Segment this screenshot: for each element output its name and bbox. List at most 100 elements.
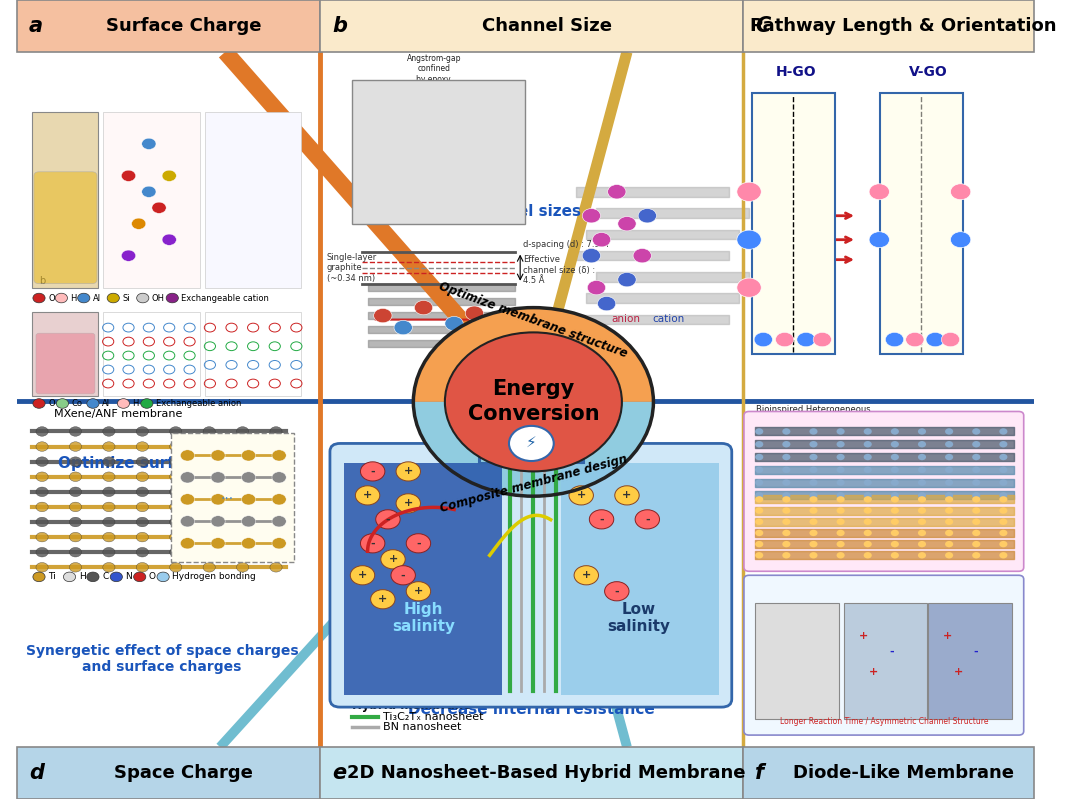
- Circle shape: [782, 507, 791, 514]
- Circle shape: [999, 552, 1008, 559]
- Circle shape: [180, 538, 194, 549]
- Circle shape: [972, 428, 981, 435]
- Circle shape: [918, 492, 926, 499]
- Bar: [755, 603, 838, 719]
- FancyBboxPatch shape: [744, 575, 1024, 735]
- Circle shape: [755, 454, 764, 460]
- Circle shape: [69, 427, 82, 436]
- Circle shape: [782, 552, 791, 559]
- Circle shape: [918, 507, 926, 514]
- Circle shape: [242, 494, 256, 505]
- Circle shape: [869, 232, 890, 248]
- Circle shape: [864, 492, 872, 499]
- Circle shape: [891, 496, 899, 503]
- Text: H: H: [79, 572, 85, 582]
- Circle shape: [180, 494, 194, 505]
- Text: EGO-20 membrane: EGO-20 membrane: [933, 590, 1007, 599]
- Circle shape: [270, 442, 282, 451]
- FancyBboxPatch shape: [172, 433, 295, 562]
- Circle shape: [906, 332, 924, 347]
- Circle shape: [136, 442, 148, 451]
- Circle shape: [203, 517, 215, 527]
- Bar: [843, 603, 927, 719]
- Circle shape: [445, 316, 463, 331]
- Circle shape: [809, 530, 818, 536]
- Text: Positively charged MXene: Positively charged MXene: [895, 555, 1003, 563]
- Text: Angstrom-gap
confined
by epoxy: Angstrom-gap confined by epoxy: [406, 54, 461, 84]
- Text: V-GO: V-GO: [908, 65, 947, 79]
- Circle shape: [864, 519, 872, 525]
- Circle shape: [370, 590, 395, 609]
- Circle shape: [837, 541, 845, 547]
- Text: O: O: [49, 399, 55, 408]
- Bar: [320, 747, 743, 799]
- Circle shape: [950, 232, 971, 248]
- Circle shape: [891, 454, 899, 460]
- Circle shape: [891, 467, 899, 473]
- Circle shape: [394, 320, 413, 335]
- Circle shape: [945, 530, 954, 536]
- Text: Ti: Ti: [49, 572, 56, 582]
- Circle shape: [945, 428, 954, 435]
- Circle shape: [136, 487, 148, 497]
- FancyBboxPatch shape: [33, 172, 97, 284]
- Text: +: +: [622, 491, 632, 500]
- Circle shape: [237, 517, 248, 527]
- Circle shape: [891, 492, 899, 499]
- Text: anion: anion: [611, 314, 640, 324]
- Circle shape: [837, 530, 845, 536]
- Circle shape: [69, 442, 82, 451]
- Text: +: +: [859, 631, 868, 642]
- Text: High
salinity: High salinity: [392, 602, 455, 634]
- Circle shape: [755, 467, 764, 473]
- Circle shape: [864, 530, 872, 536]
- Circle shape: [445, 332, 621, 471]
- Circle shape: [396, 462, 420, 481]
- Circle shape: [237, 442, 248, 451]
- Text: b: b: [332, 16, 347, 36]
- Circle shape: [782, 496, 791, 503]
- Circle shape: [891, 441, 899, 447]
- Circle shape: [918, 454, 926, 460]
- Circle shape: [945, 454, 954, 460]
- FancyBboxPatch shape: [561, 463, 718, 695]
- Text: Effective
channel size (δ) :
4.5 Å: Effective channel size (δ) : 4.5 Å: [523, 255, 595, 285]
- Text: +: +: [582, 570, 591, 580]
- Circle shape: [590, 510, 613, 529]
- Circle shape: [361, 534, 384, 553]
- Text: Longer Reaction Time / Asymmetric Channel Structure: Longer Reaction Time / Asymmetric Channe…: [780, 717, 988, 726]
- Circle shape: [170, 487, 181, 497]
- Circle shape: [891, 530, 899, 536]
- Circle shape: [103, 532, 114, 542]
- Circle shape: [32, 399, 45, 408]
- Circle shape: [999, 479, 1008, 486]
- Circle shape: [136, 502, 148, 511]
- Circle shape: [942, 332, 960, 347]
- Circle shape: [999, 428, 1008, 435]
- Circle shape: [837, 441, 845, 447]
- Text: Vertical heterostructure: Vertical heterostructure: [785, 506, 994, 520]
- Circle shape: [110, 572, 122, 582]
- Circle shape: [809, 552, 818, 559]
- Circle shape: [582, 248, 600, 263]
- Circle shape: [782, 519, 791, 525]
- Circle shape: [136, 562, 148, 572]
- Circle shape: [588, 280, 606, 295]
- Text: Decrease internal resistance: Decrease internal resistance: [408, 702, 654, 717]
- Circle shape: [918, 541, 926, 547]
- Circle shape: [396, 494, 420, 513]
- Text: -: -: [370, 539, 375, 548]
- Wedge shape: [414, 402, 653, 496]
- Circle shape: [36, 517, 49, 527]
- Circle shape: [755, 552, 764, 559]
- Circle shape: [569, 486, 593, 505]
- Circle shape: [136, 517, 148, 527]
- Circle shape: [36, 472, 49, 482]
- Circle shape: [180, 471, 194, 483]
- Text: ···: ···: [220, 492, 233, 507]
- Circle shape: [374, 308, 392, 323]
- Circle shape: [103, 457, 114, 467]
- Circle shape: [837, 496, 845, 503]
- Circle shape: [36, 457, 49, 467]
- Circle shape: [103, 502, 114, 511]
